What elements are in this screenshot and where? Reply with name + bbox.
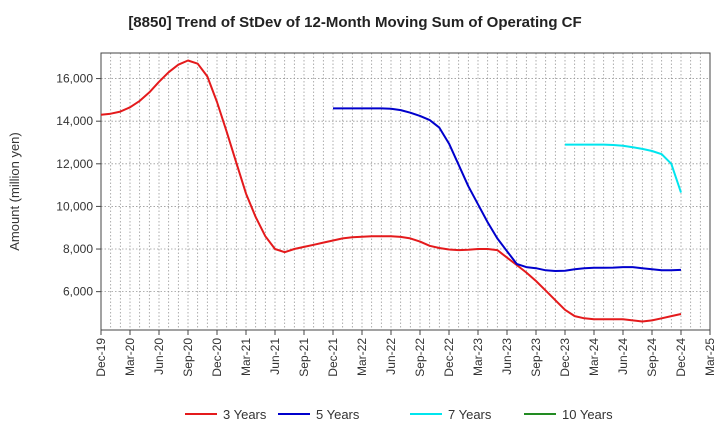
x-tick-label: Dec-23 bbox=[558, 338, 572, 377]
y-tick-label: 14,000 bbox=[56, 114, 93, 128]
x-axis: Dec-19 Mar-20 Jun-20 Sep-20 Dec-20 Mar-21 Jun-… bbox=[94, 330, 717, 377]
x-tick-label: Dec-19 bbox=[94, 338, 108, 377]
series-lines bbox=[100, 59, 682, 323]
legend-label: 10 Years bbox=[562, 407, 613, 422]
legend-label: 7 Years bbox=[448, 407, 492, 422]
x-tick-label: Dec-20 bbox=[210, 338, 224, 377]
series-line bbox=[333, 107, 682, 272]
y-axis-label: Amount (million yen) bbox=[7, 132, 22, 251]
x-tick-label: Mar-22 bbox=[355, 338, 369, 376]
x-tick-label: Mar-21 bbox=[239, 338, 253, 376]
legend-label: 5 Years bbox=[316, 407, 360, 422]
x-tick-label: Mar-20 bbox=[123, 338, 137, 376]
x-tick-label: Dec-22 bbox=[442, 338, 456, 377]
x-tick-label: Sep-23 bbox=[529, 338, 543, 377]
grid bbox=[100, 53, 711, 330]
series-line bbox=[565, 143, 682, 193]
y-tick-label: 16,000 bbox=[56, 72, 93, 86]
x-tick-label: Jun-20 bbox=[152, 338, 166, 375]
legend: 3 Years 5 Years 7 Years 10 Years bbox=[185, 407, 613, 422]
x-tick-label: Mar-25 bbox=[703, 338, 717, 376]
y-tick-label: 6,000 bbox=[63, 285, 93, 299]
x-tick-label: Sep-22 bbox=[413, 338, 427, 377]
x-tick-label: Jun-22 bbox=[384, 338, 398, 375]
y-tick-label: 12,000 bbox=[56, 157, 93, 171]
x-tick-label: Mar-23 bbox=[471, 338, 485, 376]
x-tick-label: Jun-24 bbox=[616, 338, 630, 375]
x-tick-label: Jun-21 bbox=[268, 338, 282, 375]
x-tick-label: Dec-21 bbox=[326, 338, 340, 377]
x-tick-label: Sep-24 bbox=[645, 338, 659, 377]
chart-title: [8850] Trend of StDev of 12-Month Moving… bbox=[128, 14, 581, 31]
x-tick-label: Mar-24 bbox=[587, 338, 601, 376]
y-axis: 6,000 8,000 10,000 12,000 14,000 16,000 bbox=[56, 72, 101, 299]
x-tick-label: Sep-20 bbox=[181, 338, 195, 377]
y-tick-label: 10,000 bbox=[56, 199, 93, 213]
plot-frame bbox=[100, 52, 711, 331]
x-tick-label: Sep-21 bbox=[297, 338, 311, 377]
y-tick-label: 8,000 bbox=[63, 242, 93, 256]
x-tick-label: Dec-24 bbox=[674, 338, 688, 377]
x-tick-label: Jun-23 bbox=[500, 338, 514, 375]
legend-label: 3 Years bbox=[223, 407, 267, 422]
series-line bbox=[100, 59, 682, 323]
